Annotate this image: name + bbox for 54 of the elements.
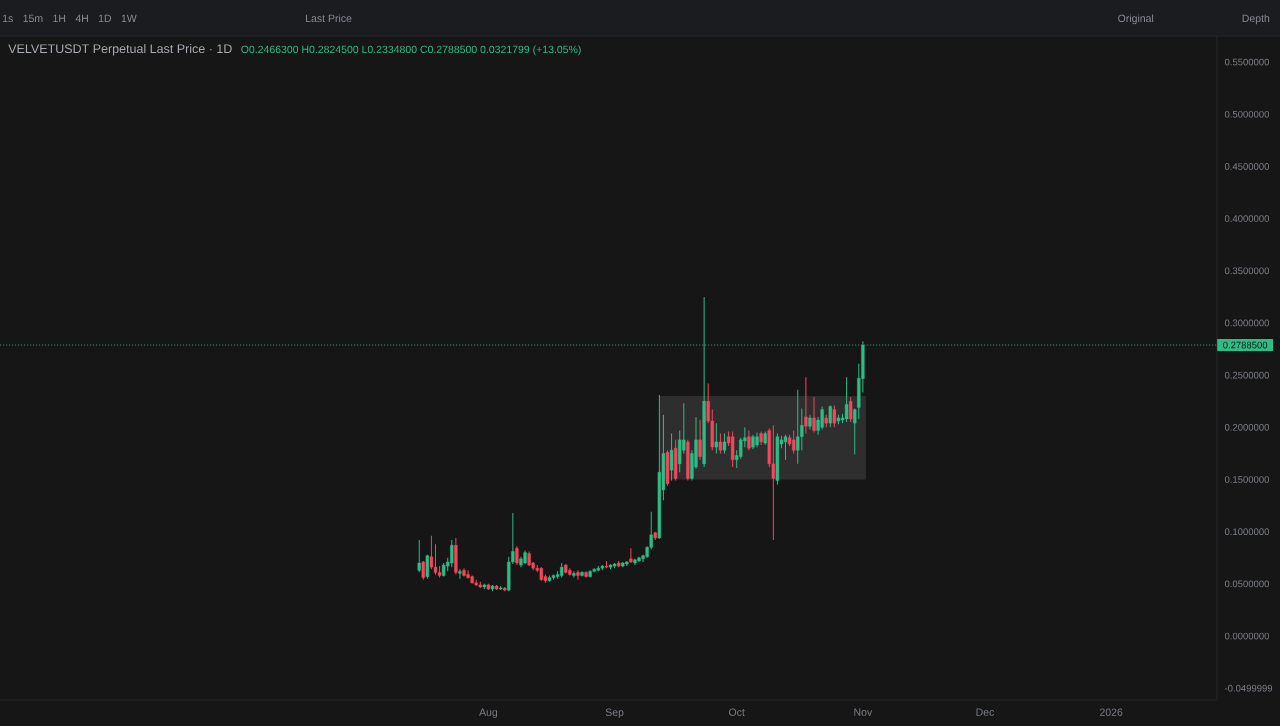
text: 15m: [23, 14, 43, 23]
candlestick: [747, 429, 751, 451]
candlestick: [828, 404, 832, 428]
candlestick: [812, 396, 816, 434]
text: 1W: [121, 14, 137, 22]
candlestick: [429, 535, 434, 570]
x-tick-label: 2026: [1100, 708, 1123, 716]
candlestick: [425, 554, 430, 580]
y-tick-label: 0.2000000: [1224, 423, 1270, 431]
y-tick-label: 0.3000000: [1224, 319, 1270, 327]
text: O0.2466300 H0.2824500 L0.2334800 C0.2788500 0.0321799 (+13.05%): [241, 45, 581, 56]
text: 1D: [98, 14, 112, 22]
text: 1H: [53, 14, 66, 22]
candlestick: [714, 422, 719, 454]
y-tick-label: 0.2500000: [1224, 371, 1270, 379]
candlestick: [771, 424, 775, 541]
candlestick: [669, 433, 674, 482]
candlestick: [450, 539, 454, 568]
y-tick-label: 0.5000000: [1224, 110, 1270, 118]
candlestick: [576, 569, 580, 581]
text: 1s: [3, 14, 13, 23]
x-tick-label: Aug: [479, 708, 498, 718]
y-tick-label: 0.0500000: [1224, 580, 1270, 588]
candlestick: [722, 433, 727, 454]
text: VELVETUSDT Perpetual Last Price · 1D: [8, 43, 232, 56]
candlestick: [804, 376, 808, 435]
ref-line-label: 0.2788500: [1223, 341, 1268, 349]
x-tick-label: Sep: [605, 708, 624, 719]
y-tick-label: 0.4000000: [1224, 215, 1270, 222]
candlestick: [796, 389, 800, 465]
text: Depth: [1242, 14, 1270, 25]
candlestick: [466, 569, 470, 580]
y-tick-label: 0.0000000: [1224, 632, 1270, 640]
candlestick: [800, 408, 804, 451]
x-tick-label: Oct: [729, 708, 745, 716]
candlestick: [515, 545, 519, 566]
candlestick: [572, 570, 576, 579]
x-tick-label: Nov: [854, 708, 873, 716]
candlestick: [458, 568, 462, 580]
text: 4H: [75, 14, 88, 22]
text: Original: [1118, 14, 1154, 25]
y-tick-label: 0.1500000: [1224, 476, 1270, 483]
candlestick: [848, 396, 853, 423]
y-tick-label: 0.1000000: [1224, 528, 1270, 536]
y-tick-label: 0.3500000: [1224, 267, 1270, 275]
candlestick: [698, 419, 702, 461]
y-tick-label: 0.5500000: [1224, 58, 1270, 66]
candlestick: [417, 539, 421, 573]
candlestick: [629, 547, 633, 564]
x-tick-label: Dec: [976, 708, 995, 716]
text: Last Price: [306, 14, 352, 23]
candlestick: [783, 434, 788, 461]
y-tick-label: 0.4500000: [1224, 163, 1270, 170]
y-tick-label: -0.0499999: [1224, 684, 1273, 692]
